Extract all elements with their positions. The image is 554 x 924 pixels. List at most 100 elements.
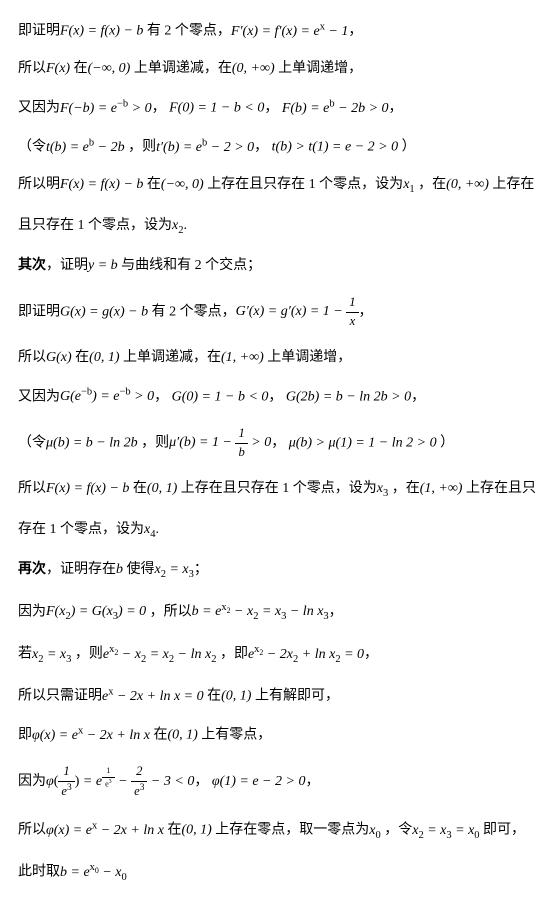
- line-9: 所以G(x) 在(0, 1) 上单调递减，在(1, +∞) 上单调递增，: [18, 348, 536, 368]
- text: ，即: [220, 647, 248, 662]
- line-1: 即证明F(x) = f(x) − b 有 2 个零点，F′(x) = f′(x)…: [18, 20, 536, 41]
- text: （令: [18, 435, 46, 450]
- text: 在: [75, 350, 89, 365]
- math: F(x) = f(x) − b: [60, 24, 143, 39]
- text: 上单调递减，在: [134, 61, 232, 76]
- text: 在: [167, 823, 181, 838]
- text: 又因为: [18, 101, 60, 116]
- math: (1, +∞): [221, 350, 264, 365]
- text: 因为: [18, 774, 46, 789]
- text: 所以明: [18, 177, 60, 192]
- math: ex − 2x + ln x = 0: [102, 689, 204, 704]
- math: x1: [403, 177, 414, 192]
- text: 所以: [18, 823, 46, 838]
- text: 使得: [127, 562, 155, 577]
- math: x2 = x3 = x0: [412, 823, 479, 838]
- text: 有 2 个零点，: [147, 24, 231, 39]
- math: y = b: [88, 258, 118, 273]
- math: (−∞, 0): [88, 61, 131, 76]
- math: (0, 1): [167, 728, 197, 743]
- line-11: （令μ(b) = b − ln 2b ，则μ′(b) = 1 − 1b > 0，…: [18, 425, 536, 461]
- text: ，所以: [150, 604, 192, 619]
- math: x2 = x3: [32, 647, 71, 662]
- text: 因为: [18, 604, 46, 619]
- line-6: 且只存在 1 个零点，设为x2.: [18, 216, 536, 238]
- math: G(2b) = b − ln 2b > 0: [286, 389, 411, 404]
- line-18: 即φ(x) = ex − 2x + ln x 在(0, 1) 上有零点，: [18, 724, 536, 745]
- text: 上有零点，: [201, 728, 271, 743]
- math: x2: [172, 218, 183, 233]
- math: F(−b) = e−b > 0: [60, 101, 152, 116]
- line-12: 所以F(x) = f(x) − b 在(0, 1) 上存在且只存在 1 个零点，…: [18, 479, 536, 501]
- text: 且只存在 1 个零点，设为: [18, 218, 172, 233]
- math: x2 = x3: [155, 562, 194, 577]
- text: 即: [18, 728, 32, 743]
- math: G′(x) = g′(x) = 1 − 1x: [236, 304, 359, 319]
- line-4: （令t(b) = eb − 2b ，则t′(b) = eb − 2 > 0， t…: [18, 136, 536, 157]
- text: 即可，: [483, 823, 525, 838]
- text: 上存在且只: [466, 481, 536, 496]
- text: ，则: [75, 647, 103, 662]
- text: 上有解即可，: [255, 689, 339, 704]
- math: t′(b) = eb − 2 > 0: [156, 140, 254, 155]
- text: 在: [207, 689, 221, 704]
- math: ex2 − 2x2 + ln x2 = 0: [248, 647, 364, 662]
- text: ）: [440, 435, 454, 450]
- line-13: 存在 1 个零点，设为x4.: [18, 520, 536, 542]
- text: ，令: [384, 823, 412, 838]
- line-19: 因为φ(1e3) = e1e3 − 2e3 − 3 < 0， φ(1) = e …: [18, 763, 536, 800]
- math: F(x) = f(x) − b: [46, 481, 129, 496]
- text: 与曲线和有 2 个交点；: [121, 258, 261, 273]
- text: 所以: [18, 350, 46, 365]
- math: b = ex2 − x2 = x3 − ln x3: [192, 604, 329, 619]
- text: 有 2 个零点，: [152, 304, 236, 319]
- text-bold: 再次: [18, 562, 46, 577]
- math: μ(b) > μ(1) = 1 − ln 2 > 0: [289, 435, 437, 450]
- line-15: 因为F(x2) = G(x3) = 0 ，所以b = ex2 − x2 = x3…: [18, 601, 536, 625]
- text: 上单调递减，在: [123, 350, 221, 365]
- text: ，则: [128, 140, 156, 155]
- text: 即证明: [18, 24, 60, 39]
- line-7: 其次，证明y = b 与曲线和有 2 个交点；: [18, 256, 536, 276]
- math: x4: [144, 522, 155, 537]
- text: 又因为: [18, 389, 60, 404]
- math: μ′(b) = 1 − 1b > 0: [169, 435, 271, 450]
- text: 所以: [18, 481, 46, 496]
- math: (0, +∞): [446, 177, 489, 192]
- math: x0: [369, 823, 380, 838]
- math: (0, 1): [89, 350, 119, 365]
- line-14: 再次，证明存在b 使得x2 = x3；: [18, 560, 536, 582]
- text: 此时取: [18, 865, 60, 880]
- text: ，证明: [46, 258, 88, 273]
- text: 上存在且只存在 1 个零点，设为: [181, 481, 377, 496]
- line-10: 又因为G(e−b) = e−b > 0， G(0) = 1 − b < 0， G…: [18, 386, 536, 407]
- text: 在: [153, 728, 167, 743]
- math: x3: [377, 481, 388, 496]
- math: G(0) = 1 − b < 0: [172, 389, 269, 404]
- math: φ(x) = ex − 2x + ln x: [46, 823, 164, 838]
- math: F(x2) = G(x3) = 0: [46, 604, 146, 619]
- text: ，在: [418, 177, 446, 192]
- math: F(b) = eb − 2b > 0: [282, 101, 389, 116]
- math: t(b) > t(1) = e − 2 > 0: [272, 140, 398, 155]
- text: 在: [147, 177, 161, 192]
- math: (−∞, 0): [161, 177, 204, 192]
- math: φ(1e3) = e1e3 − 2e3 − 3 < 0: [46, 774, 194, 789]
- text: ，在: [392, 481, 420, 496]
- text: 上存在零点，取一零点为: [215, 823, 369, 838]
- text: 上存在且只存在 1 个零点，设为: [207, 177, 403, 192]
- math: ex2 − x2 = x2 − ln x2: [103, 647, 217, 662]
- text: 所以: [18, 61, 46, 76]
- math: G(e−b) = e−b > 0: [60, 389, 154, 404]
- text: 所以只需证明: [18, 689, 102, 704]
- math: t(b) = eb − 2b: [46, 140, 125, 155]
- text: 上存在: [492, 177, 534, 192]
- math: F(x) = f(x) − b: [60, 177, 143, 192]
- math: b = ex0 − x0: [60, 865, 127, 880]
- line-5: 所以明F(x) = f(x) − b 在(−∞, 0) 上存在且只存在 1 个零…: [18, 175, 536, 197]
- math: b: [116, 562, 123, 577]
- text: ，证明存在: [46, 562, 116, 577]
- math: (0, 1): [147, 481, 177, 496]
- text: ，则: [141, 435, 169, 450]
- math: (0, +∞): [232, 61, 275, 76]
